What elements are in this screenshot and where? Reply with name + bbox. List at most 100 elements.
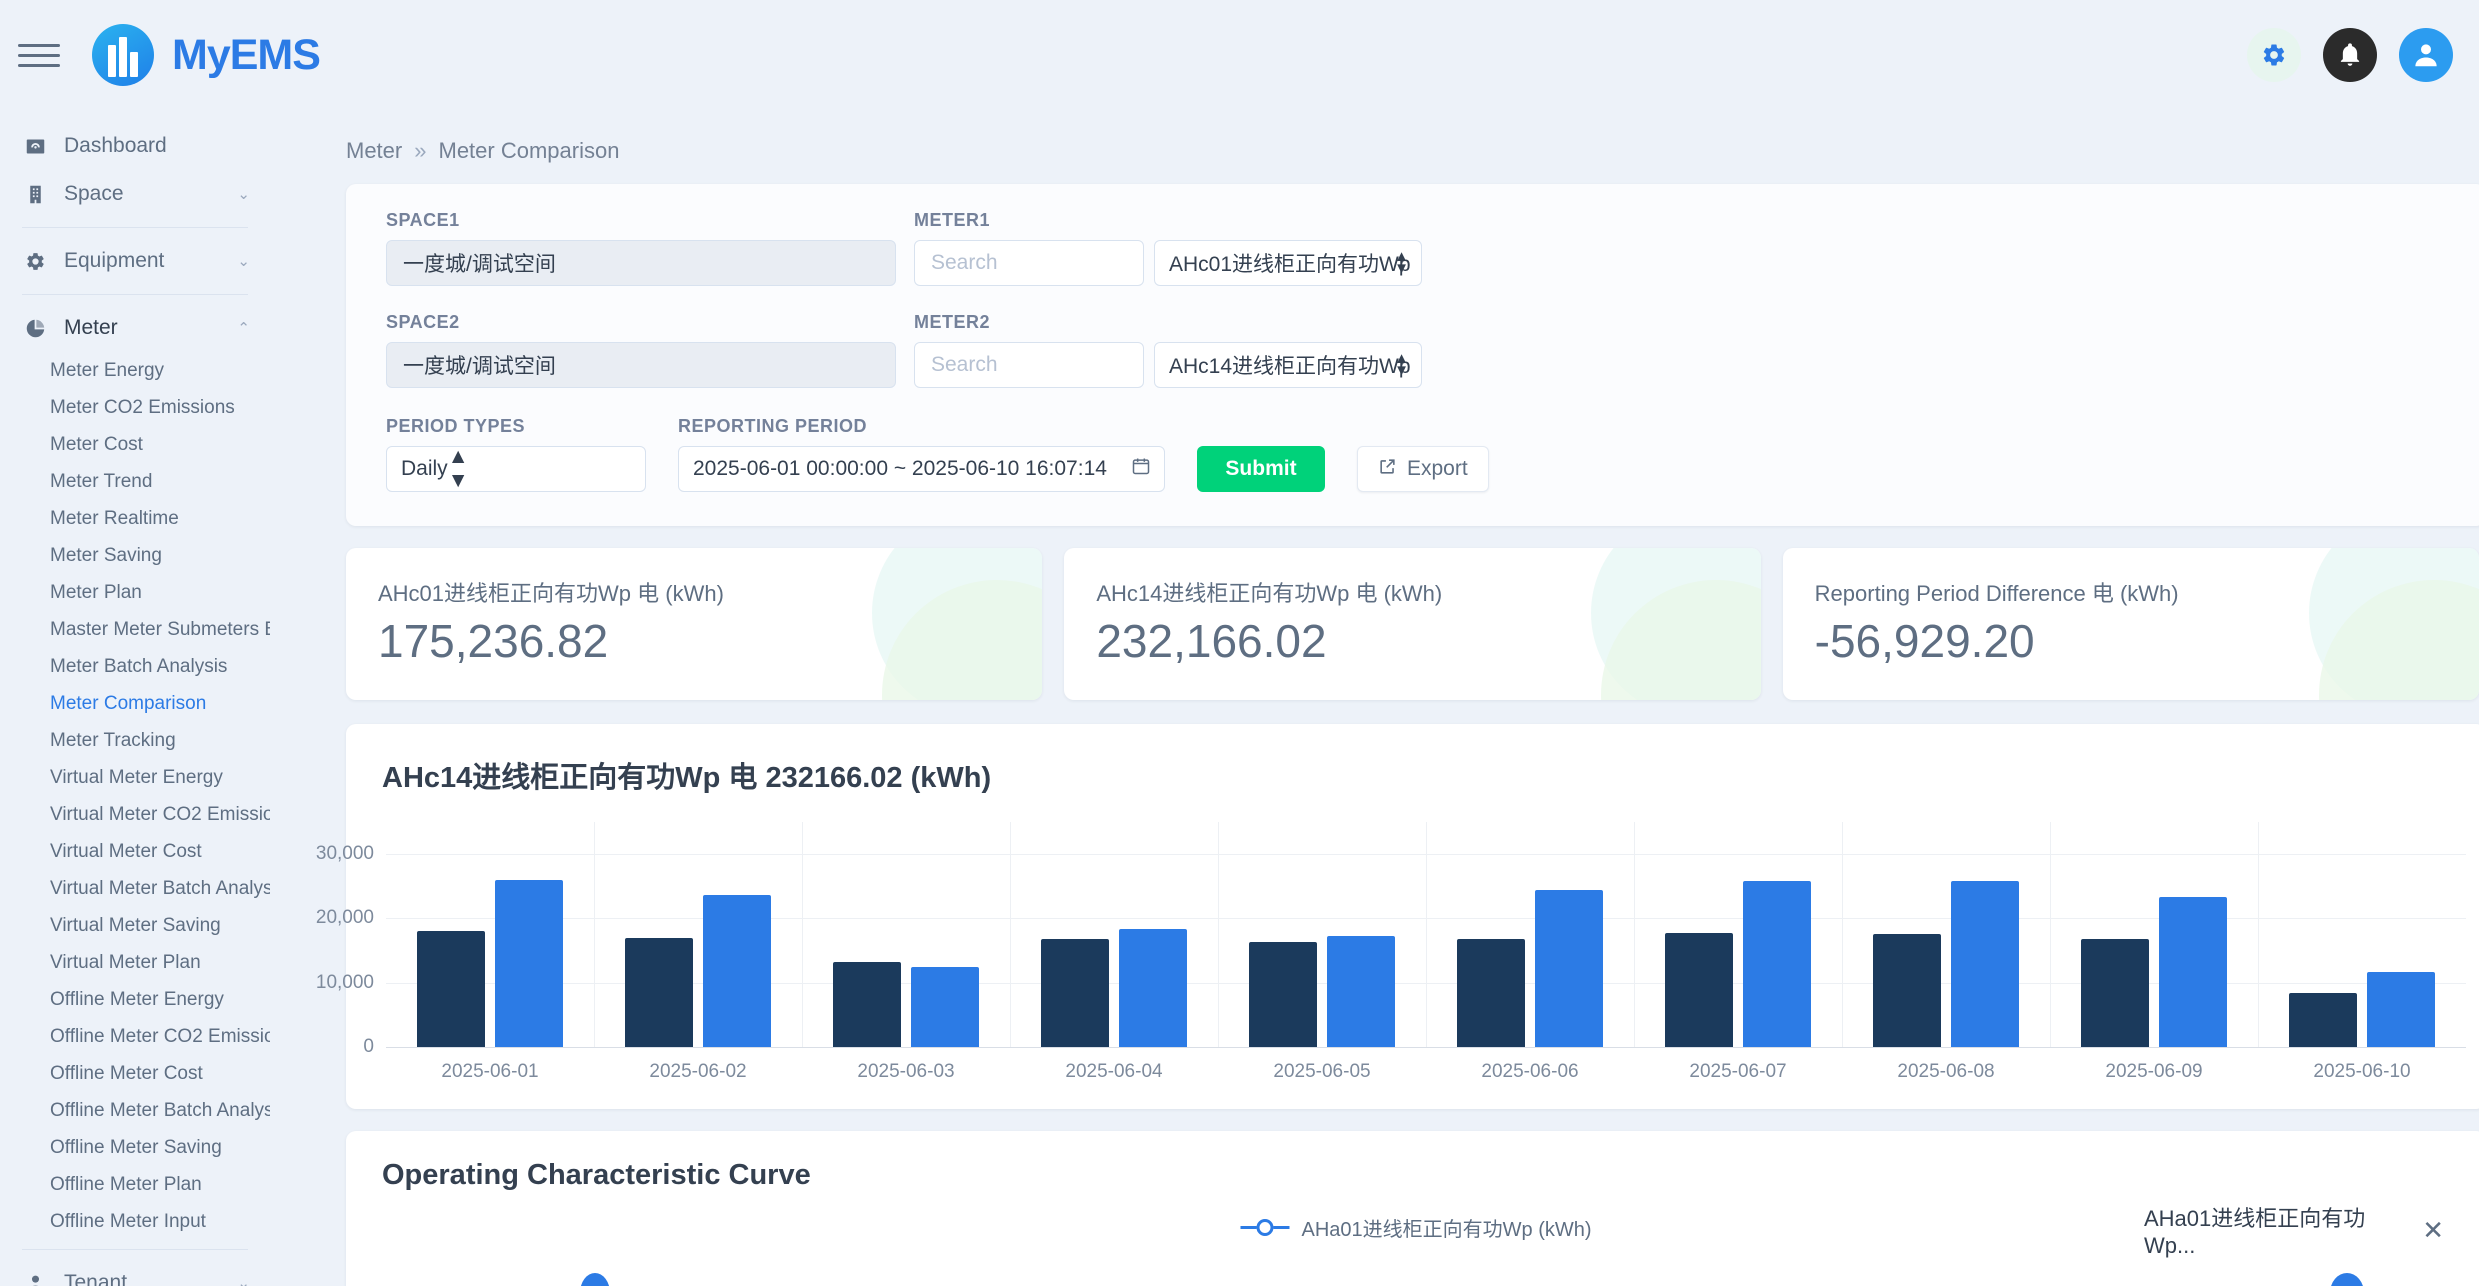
sidebar-item-offline-meter-batch-analysis[interactable]: Offline Meter Batch Analysis bbox=[0, 1092, 270, 1129]
breadcrumb: Meter » Meter Comparison bbox=[310, 110, 2479, 184]
hamburger-icon[interactable] bbox=[18, 34, 60, 76]
user-icon bbox=[22, 1273, 48, 1286]
reporting-period-input[interactable]: 2025-06-01 00:00:00 ~ 2025-06-10 16:07:1… bbox=[678, 446, 1165, 492]
bar[interactable] bbox=[833, 961, 901, 1047]
sidebar-item-meter-comparison[interactable]: Meter Comparison bbox=[0, 685, 270, 722]
bar-group[interactable] bbox=[1634, 822, 1842, 1047]
gear-icon[interactable] bbox=[2247, 28, 2301, 82]
sidebar-item-space[interactable]: Space ⌄ bbox=[0, 170, 270, 218]
sidebar-item-virtual-meter-saving[interactable]: Virtual Meter Saving bbox=[0, 907, 270, 944]
sidebar-item-offline-meter-co2-emission[interactable]: Offline Meter CO2 Emission bbox=[0, 1018, 270, 1055]
curve-data-point-right[interactable] bbox=[2330, 1273, 2364, 1286]
kpi-card: AHc14进线柜正向有功Wp 电 (kWh) 232,166.02 bbox=[1064, 548, 1761, 700]
sidebar-item-virtual-meter-plan[interactable]: Virtual Meter Plan bbox=[0, 944, 270, 981]
breadcrumb-root[interactable]: Meter bbox=[346, 138, 403, 163]
bar-group[interactable] bbox=[594, 822, 802, 1047]
user-avatar-icon[interactable] bbox=[2399, 28, 2453, 82]
bar[interactable] bbox=[1951, 881, 2019, 1047]
bar[interactable] bbox=[2367, 971, 2435, 1047]
bar[interactable] bbox=[417, 930, 485, 1047]
bar-group[interactable] bbox=[2258, 822, 2466, 1047]
sidebar-item-meter-trend[interactable]: Meter Trend bbox=[0, 463, 270, 500]
bar[interactable] bbox=[703, 895, 771, 1047]
space2-field: SPACE2 bbox=[386, 312, 896, 388]
bar-group[interactable] bbox=[2050, 822, 2258, 1047]
bar[interactable] bbox=[2289, 993, 2357, 1047]
myems-logo-icon bbox=[92, 24, 154, 86]
bar-group[interactable] bbox=[1218, 822, 1426, 1047]
bar[interactable] bbox=[1457, 939, 1525, 1047]
sidebar-item-meter-batch-analysis[interactable]: Meter Batch Analysis bbox=[0, 648, 270, 685]
pie-chart-icon bbox=[22, 318, 48, 339]
vertical-grid-line bbox=[1842, 822, 1843, 1047]
kpi-card: Reporting Period Difference 电 (kWh) -56,9… bbox=[1782, 548, 2479, 700]
sidebar-item-virtual-meter-batch-analysis[interactable]: Virtual Meter Batch Analysis bbox=[0, 870, 270, 907]
vertical-grid-line bbox=[1634, 822, 1635, 1047]
space1-input[interactable] bbox=[386, 240, 896, 286]
bar[interactable] bbox=[1743, 881, 1811, 1047]
bar[interactable] bbox=[2159, 896, 2227, 1047]
bar-group[interactable] bbox=[1426, 822, 1634, 1047]
brand-logo-link[interactable]: MyEMS bbox=[92, 24, 321, 86]
curve-data-point-left[interactable] bbox=[580, 1273, 610, 1286]
sidebar-item-offline-meter-input[interactable]: Offline Meter Input bbox=[0, 1203, 270, 1240]
meter1-field: METER1 AHc01进线柜正向有功Wp ▲▼ bbox=[914, 210, 1424, 286]
meter2-select[interactable]: AHc14进线柜正向有功Wp ▲ ▼ bbox=[1154, 342, 1422, 388]
bar[interactable] bbox=[1535, 889, 1603, 1047]
sidebar-item-virtual-meter-energy[interactable]: Virtual Meter Energy bbox=[0, 759, 270, 796]
meter1-select[interactable]: AHc01进线柜正向有功Wp ▲ ▼ bbox=[1154, 240, 1422, 286]
close-icon[interactable]: ✕ bbox=[2422, 1215, 2444, 1245]
sidebar-item-offline-meter-cost[interactable]: Offline Meter Cost bbox=[0, 1055, 270, 1092]
sidebar-item-meter-tracking[interactable]: Meter Tracking bbox=[0, 722, 270, 759]
sidebar-item-virtual-meter-cost[interactable]: Virtual Meter Cost bbox=[0, 833, 270, 870]
sidebar-item-tenant[interactable]: Tenant ⌄ bbox=[0, 1259, 270, 1286]
submit-button[interactable]: Submit bbox=[1197, 446, 1325, 492]
sidebar-item-label: Offline Meter Input bbox=[50, 1210, 206, 1232]
sidebar-item-meter-energy[interactable]: Meter Energy bbox=[0, 352, 270, 389]
bar[interactable] bbox=[1249, 942, 1317, 1047]
sidebar-item-label: Equipment bbox=[64, 249, 165, 272]
bar-group[interactable] bbox=[1842, 822, 2050, 1047]
meter2-field: METER2 AHc14进线柜正向有功Wp ▲▼ bbox=[914, 312, 1424, 388]
sidebar-item-meter-plan[interactable]: Meter Plan bbox=[0, 574, 270, 611]
bar-group[interactable] bbox=[1010, 822, 1218, 1047]
series-tag[interactable]: AHa01进线柜正向有功Wp... ✕ bbox=[2144, 1201, 2444, 1259]
bar[interactable] bbox=[2081, 939, 2149, 1047]
sidebar-item-offline-meter-plan[interactable]: Offline Meter Plan bbox=[0, 1166, 270, 1203]
bar[interactable] bbox=[495, 879, 563, 1047]
bar[interactable] bbox=[1327, 935, 1395, 1047]
sidebar-item-master-meter-submeters-ba[interactable]: Master Meter Submeters Ba bbox=[0, 611, 270, 648]
sidebar-item-meter-realtime[interactable]: Meter Realtime bbox=[0, 500, 270, 537]
meter2-search-input[interactable] bbox=[914, 342, 1144, 388]
sidebar-item-equipment[interactable]: Equipment ⌄ bbox=[0, 237, 270, 285]
sidebar-item-offline-meter-energy[interactable]: Offline Meter Energy bbox=[0, 981, 270, 1018]
period-types-select[interactable]: Daily ▲ ▼ bbox=[386, 445, 646, 492]
space2-input[interactable] bbox=[386, 342, 896, 388]
bar[interactable] bbox=[625, 938, 693, 1047]
sidebar-item-meter-cost[interactable]: Meter Cost bbox=[0, 426, 270, 463]
meter1-search-input[interactable] bbox=[914, 240, 1144, 286]
bar[interactable] bbox=[1041, 939, 1109, 1047]
building-icon bbox=[22, 184, 48, 205]
bar[interactable] bbox=[1665, 932, 1733, 1047]
operating-characteristic-curve-card: Operating Characteristic Curve AHa01进线柜正… bbox=[346, 1131, 2479, 1286]
bar-group[interactable] bbox=[802, 822, 1010, 1047]
sidebar-item-meter-saving[interactable]: Meter Saving bbox=[0, 537, 270, 574]
operating-curve-legend[interactable]: AHa01进线柜正向有功Wp (kWh) bbox=[1240, 1213, 1592, 1242]
sidebar-item-virtual-meter-co2-emission[interactable]: Virtual Meter CO2 Emission bbox=[0, 796, 270, 833]
sidebar-item-dashboard[interactable]: Dashboard bbox=[0, 122, 270, 170]
export-button[interactable]: Export bbox=[1357, 446, 1489, 492]
bar-group[interactable] bbox=[386, 822, 594, 1047]
calendar-icon[interactable] bbox=[1131, 456, 1151, 482]
bar[interactable] bbox=[911, 967, 979, 1047]
bar[interactable] bbox=[1873, 933, 1941, 1047]
sidebar-item-meter-co2-emissions[interactable]: Meter CO2 Emissions bbox=[0, 389, 270, 426]
legend-label: AHa01进线柜正向有功Wp (kWh) bbox=[1301, 1219, 1592, 1241]
filter-panel: SPACE1 METER1 AHc01进线柜正向有功Wp ▲▼ SPACE2 bbox=[346, 184, 2479, 526]
bar[interactable] bbox=[1119, 928, 1187, 1047]
meter1-label: METER1 bbox=[914, 210, 991, 230]
sidebar-item-offline-meter-saving[interactable]: Offline Meter Saving bbox=[0, 1129, 270, 1166]
sidebar-item-meter[interactable]: Meter ⌃ bbox=[0, 304, 270, 352]
bell-icon[interactable] bbox=[2323, 28, 2377, 82]
